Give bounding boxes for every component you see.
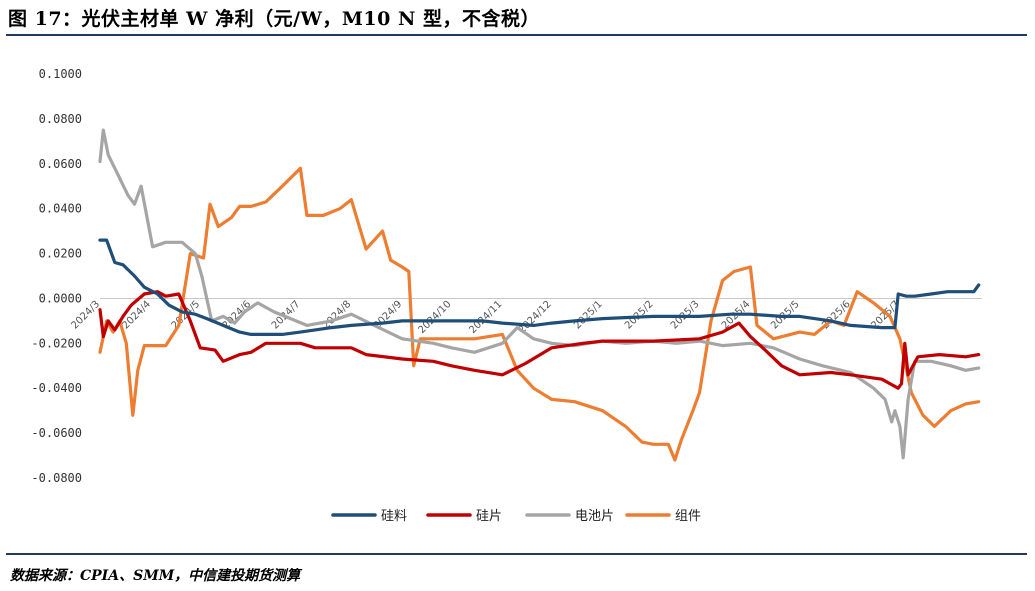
chart-title: 图 17：光伏主材单 W 净利（元/W，M10 N 型，不含税） bbox=[8, 8, 540, 30]
legend-label: 电池片 bbox=[575, 509, 614, 524]
top-divider bbox=[6, 34, 1027, 36]
y-tick-label: 0.0600 bbox=[39, 157, 82, 171]
source-note: 数据来源：CPIA、SMM，中信建投期货测算 bbox=[10, 568, 301, 584]
series-line-4 bbox=[98, 166, 981, 462]
x-tick-label: 2025/1 bbox=[572, 299, 605, 332]
y-axis: 0.1000 0.0800 0.0600 0.0400 0.0200 0.0000 -0.0… bbox=[31, 67, 82, 485]
legend-label: 硅片 bbox=[476, 509, 502, 524]
legend-label: 组件 bbox=[675, 509, 701, 524]
y-tick-label: -0.0600 bbox=[31, 426, 82, 440]
legend: 硅料 硅片 电池片 组件 bbox=[331, 509, 701, 524]
series-lines bbox=[98, 128, 981, 462]
legend-label: 硅料 bbox=[381, 509, 407, 524]
y-tick-label: 0.0000 bbox=[39, 291, 82, 305]
y-tick-label: -0.0400 bbox=[31, 381, 82, 395]
y-tick-label: 0.0400 bbox=[39, 202, 82, 216]
y-tick-label: 0.0200 bbox=[39, 247, 82, 261]
x-tick-label: 2024/11 bbox=[467, 299, 504, 336]
series-line-1 bbox=[98, 238, 981, 336]
bottom-divider bbox=[6, 553, 1027, 555]
line-chart: 0.1000 0.0800 0.0600 0.0400 0.0200 0.0000 -0.0… bbox=[31, 67, 982, 524]
series-line-2 bbox=[98, 290, 981, 390]
y-tick-label: 0.0800 bbox=[39, 112, 82, 126]
x-tick-label: 2024/10 bbox=[416, 299, 453, 336]
y-tick-label: 0.1000 bbox=[39, 67, 82, 81]
y-tick-label: -0.0800 bbox=[31, 471, 82, 485]
series-line-3 bbox=[98, 128, 981, 460]
y-tick-label: -0.0200 bbox=[31, 336, 82, 350]
